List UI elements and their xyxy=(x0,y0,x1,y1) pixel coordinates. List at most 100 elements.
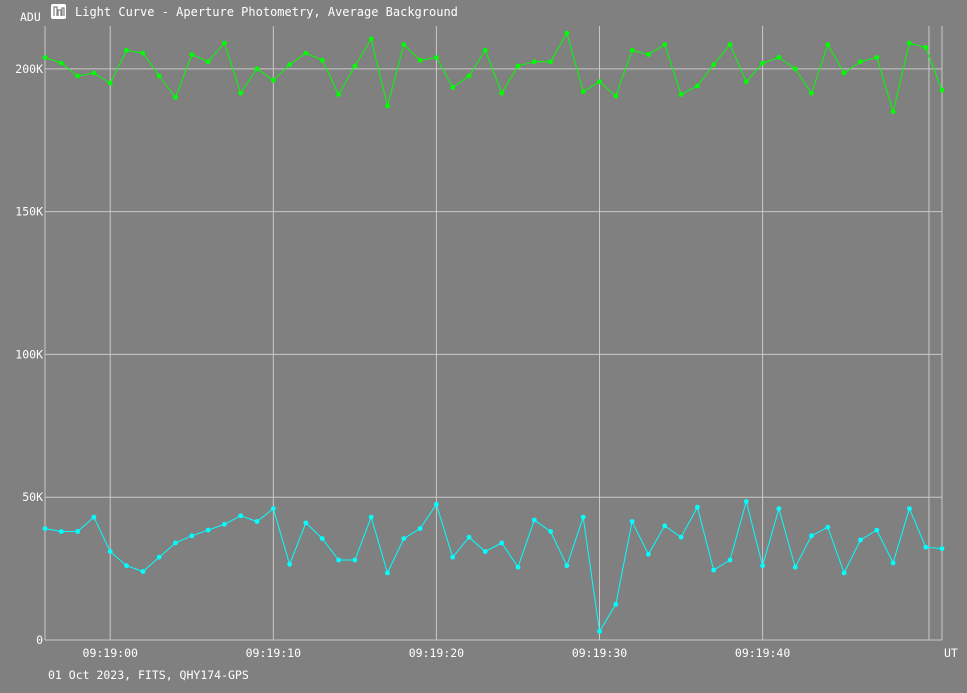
data-point xyxy=(825,524,831,530)
data-point xyxy=(124,47,129,53)
data-point xyxy=(401,536,407,541)
x-tick-label: 09:19:00 xyxy=(83,646,138,660)
data-point xyxy=(482,47,488,53)
data-point xyxy=(287,561,292,567)
data-point xyxy=(450,554,456,560)
data-point xyxy=(466,534,472,540)
data-point xyxy=(531,59,537,65)
data-point xyxy=(923,544,929,550)
data-point xyxy=(760,60,765,66)
data-point xyxy=(91,514,97,520)
data-point xyxy=(189,52,195,57)
data-point xyxy=(173,95,178,100)
series-line xyxy=(44,31,943,114)
data-point xyxy=(564,563,570,569)
data-point xyxy=(629,47,635,53)
x-tick-label: 09:19:40 xyxy=(735,646,790,660)
data-point xyxy=(776,55,782,60)
y-tick-label: 200K xyxy=(15,62,43,76)
y-tick-label: 0 xyxy=(36,633,43,647)
data-point xyxy=(743,499,749,504)
data-point xyxy=(646,52,651,57)
footer-info: 01 Oct 2023, FITS, QHY174-GPS xyxy=(48,668,249,682)
data-point xyxy=(270,506,276,511)
y-tick-label: 100K xyxy=(15,347,43,361)
data-point xyxy=(173,540,178,546)
data-point xyxy=(548,59,553,65)
y-tick-label: 150K xyxy=(15,205,43,219)
data-point xyxy=(662,523,668,529)
data-point xyxy=(825,42,831,47)
data-point xyxy=(42,55,48,60)
data-point xyxy=(548,529,553,534)
data-point xyxy=(939,87,945,93)
data-point xyxy=(515,564,521,570)
title-bar: Light Curve - Aperture Photometry, Avera… xyxy=(51,4,458,19)
data-point xyxy=(727,557,733,563)
data-point xyxy=(303,50,309,56)
data-point xyxy=(939,546,945,551)
data-point xyxy=(222,521,227,527)
data-point xyxy=(156,73,162,79)
data-point xyxy=(254,66,260,72)
data-point xyxy=(238,90,244,96)
data-point xyxy=(401,42,407,47)
data-point xyxy=(531,517,537,523)
data-point xyxy=(91,70,97,76)
data-point xyxy=(499,540,505,546)
x-tick-label: 09:19:20 xyxy=(409,646,464,660)
data-point xyxy=(270,77,276,83)
data-point xyxy=(238,513,244,519)
data-point xyxy=(222,40,227,46)
data-point xyxy=(254,519,260,524)
data-point xyxy=(646,551,651,557)
data-point xyxy=(417,57,423,63)
data-point xyxy=(140,50,146,56)
data-point xyxy=(907,40,912,46)
data-point xyxy=(711,567,717,573)
data-point xyxy=(124,563,129,569)
data-point xyxy=(809,90,814,96)
data-point xyxy=(336,557,341,563)
data-point xyxy=(695,504,700,510)
data-point xyxy=(417,526,423,531)
chart-app-icon[interactable] xyxy=(51,4,66,19)
data-point xyxy=(711,62,717,67)
series-layer xyxy=(42,30,945,634)
x-tick-label: 09:19:30 xyxy=(572,646,627,660)
x-tick-labels: 09:19:00 09:19:10 09:19:20 09:19:30 09:19:40 xyxy=(83,646,791,660)
y-tick-label: 50K xyxy=(22,490,43,504)
data-point xyxy=(907,506,912,511)
data-point xyxy=(156,554,162,560)
data-point xyxy=(613,93,619,99)
data-point xyxy=(58,529,64,534)
data-point xyxy=(580,514,586,520)
data-point xyxy=(792,66,798,72)
data-point xyxy=(792,564,798,570)
data-point xyxy=(874,55,880,60)
data-point xyxy=(352,63,358,69)
data-point xyxy=(597,79,602,85)
data-point xyxy=(319,536,325,541)
data-point xyxy=(858,537,863,543)
data-point xyxy=(385,570,390,576)
data-point xyxy=(580,89,586,95)
data-point xyxy=(809,533,814,539)
data-point xyxy=(205,59,211,65)
axes xyxy=(44,26,943,641)
data-point xyxy=(597,629,602,634)
y-axis-label: ADU xyxy=(20,10,41,24)
data-point xyxy=(613,601,619,607)
data-point xyxy=(107,80,113,86)
data-point xyxy=(858,59,863,65)
data-point xyxy=(107,549,113,554)
x-axis-label: UT xyxy=(944,646,958,660)
data-point xyxy=(205,527,211,533)
data-point xyxy=(776,506,782,511)
data-point xyxy=(140,569,146,574)
data-point xyxy=(58,60,64,66)
data-point xyxy=(368,36,374,42)
data-point xyxy=(727,42,733,47)
data-point xyxy=(482,549,488,554)
